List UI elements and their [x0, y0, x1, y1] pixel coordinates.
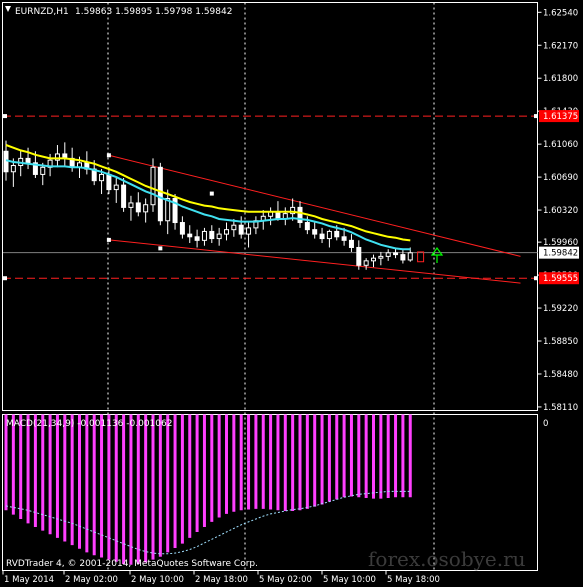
ohlc-label: 1.59863 1.59895 1.59798 1.59842: [75, 7, 232, 17]
x-tick-label: 2 May 18:00: [195, 575, 248, 585]
trendline-anchor[interactable]: [209, 191, 214, 196]
current-price-label: 1.59842: [543, 249, 578, 259]
candle: [179, 222, 185, 235]
trendline-anchor[interactable]: [106, 237, 111, 242]
y-tick-label: 1.62540: [543, 8, 578, 18]
ma-fast-line[interactable]: [5, 144, 411, 242]
candle: [407, 252, 413, 261]
candle: [378, 255, 384, 259]
candle: [393, 252, 399, 256]
candle: [385, 252, 391, 257]
candle: [238, 224, 244, 235]
candle: [356, 246, 362, 266]
ma-slow-line[interactable]: [5, 159, 411, 251]
y-tick-label: 1.61800: [543, 74, 578, 84]
candle: [187, 233, 193, 238]
level-price-label: 1.61375: [543, 112, 578, 122]
candle: [275, 211, 281, 220]
candle: [326, 230, 332, 240]
forming-candle: [417, 251, 425, 263]
level-marker: [3, 276, 7, 281]
time-axis: 1 May 2014 2 May 02:00 2 May 10:00 2 May 18…: [2, 570, 440, 585]
y-tick-label: 1.58480: [543, 370, 578, 380]
candle: [209, 230, 215, 240]
candle: [106, 173, 112, 191]
level-marker: [534, 276, 538, 281]
candle: [128, 202, 134, 208]
price-axis: 1.625401.621701.618001.614301.610601.606…: [537, 8, 579, 413]
candle: [363, 260, 369, 266]
trendline[interactable]: [108, 154, 521, 257]
y-tick-label: 1.61060: [543, 140, 578, 150]
macd-zero-label: 0: [543, 419, 548, 429]
y-tick-label: 1.62170: [543, 41, 578, 51]
x-tick-label: 2 May 02:00: [65, 575, 118, 585]
level-price-label: 1.59555: [543, 274, 578, 284]
candle: [224, 229, 229, 235]
candle: [371, 257, 376, 262]
trendline[interactable]: [108, 239, 521, 284]
candle: [32, 162, 38, 175]
candle: [150, 166, 156, 206]
candle: [121, 184, 127, 208]
candle: [10, 165, 16, 173]
main-plot-frame: [2, 2, 538, 411]
y-tick-label: 1.58110: [543, 403, 578, 413]
horizontal-levels: [3, 114, 538, 281]
candle: [246, 227, 252, 235]
candle: [135, 202, 141, 213]
candle: [165, 197, 171, 222]
trendline-anchor[interactable]: [158, 246, 163, 251]
level-price-box: [539, 272, 579, 285]
symbol-label: EURNZD,H1: [15, 7, 69, 17]
candle: [304, 222, 310, 231]
y-tick-label: 1.59960: [543, 238, 578, 248]
moving-averages: [5, 144, 411, 251]
symbol-header: EURNZD,H1 1.59863 1.59895 1.59798 1.5984…: [5, 6, 232, 17]
y-tick-label: 1.60320: [543, 206, 578, 216]
level-marker: [534, 114, 538, 119]
candle: [25, 157, 31, 164]
candle: [201, 230, 207, 241]
current-bar-arrow-icon: [430, 246, 444, 263]
candle: [348, 239, 354, 248]
x-tick-label: 5 May 10:00: [323, 575, 376, 585]
macd-signal-line[interactable]: [5, 490, 411, 555]
candle: [113, 184, 119, 191]
y-tick-label: 1.58850: [543, 337, 578, 347]
watermark: forex.osobye.ru: [368, 547, 526, 571]
header-triangle-icon: [5, 6, 11, 12]
candle: [334, 230, 340, 238]
candle: [231, 224, 237, 231]
macd-signal: [5, 490, 411, 555]
level-marker: [3, 114, 7, 119]
candle: [99, 173, 105, 182]
candle: [194, 236, 200, 241]
y-tick-label: 1.59220: [543, 304, 578, 314]
candle: [157, 166, 163, 222]
current-price-box: [539, 246, 579, 259]
candle: [319, 233, 325, 240]
candle: [172, 197, 178, 224]
candle: [216, 233, 222, 240]
x-tick-label: 5 May 02:00: [259, 575, 312, 585]
x-tick-label: 5 May 18:00: [387, 575, 440, 585]
candle: [143, 204, 149, 213]
candle: [297, 206, 303, 224]
x-tick-label: 1 May 2014: [4, 575, 54, 585]
y-tick-label: 1.60690: [543, 173, 578, 183]
level-price-box: [539, 110, 579, 123]
macd-label: MACD(21,34,9) -0.001136 -0.001062: [6, 419, 172, 429]
candle: [54, 153, 60, 161]
candle: [40, 166, 46, 175]
candle: [341, 236, 347, 241]
trendline-anchor[interactable]: [106, 153, 111, 158]
x-tick-label: 2 May 10:00: [131, 575, 184, 585]
candle: [312, 229, 318, 235]
candle: [400, 254, 406, 261]
candle: [290, 206, 296, 215]
copyright-text: RVDTrader 4, © 2001-2014, MetaQuotes Sof…: [6, 559, 258, 569]
